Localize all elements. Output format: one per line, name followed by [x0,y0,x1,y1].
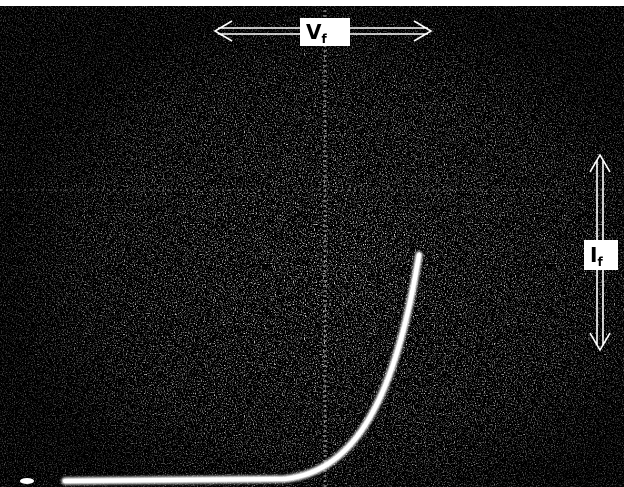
oscilloscope-screen: Vf If [0,0,624,487]
page: Vf If (() => { const data = JSON.parse(d… [0,0,624,487]
current-symbol: I [590,243,597,267]
screen-noise [0,6,624,487]
voltage-symbol: V [306,20,322,44]
current-subscript: f [597,255,603,269]
voltage-subscript: f [321,32,327,46]
